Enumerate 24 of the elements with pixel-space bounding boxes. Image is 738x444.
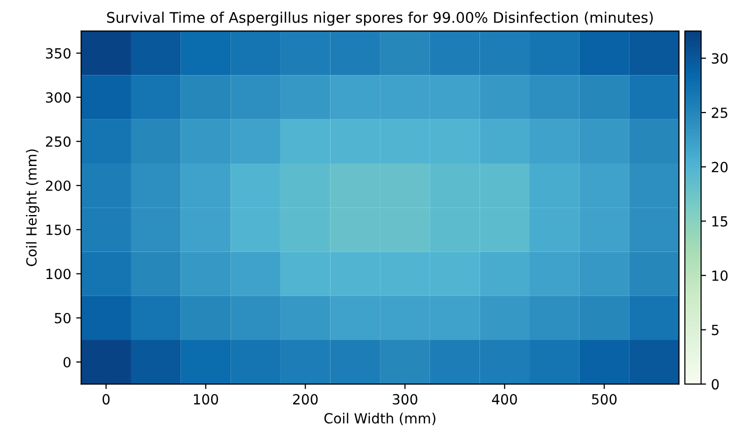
color-bar-label: 5: [712, 324, 718, 336]
x-tick-label: 200: [293, 394, 318, 405]
y-tick-label: 300: [46, 92, 71, 103]
x-tick-label: 100: [194, 394, 218, 405]
x-axis-title: Coil Width (mm): [324, 412, 436, 426]
y-tick-label: 0: [64, 356, 71, 368]
color-bar-label: 20: [712, 162, 728, 172]
x-tick-label: 0: [102, 394, 110, 405]
y-tick-label: 150: [46, 224, 71, 236]
chart-title: Survival Time of Aspergillus niger spores for 99.00% Disinfection (minutes): [107, 12, 653, 26]
y-tick-label: 50: [54, 312, 71, 324]
color-bar-label: 30: [712, 53, 728, 64]
y-tick-label: 350: [46, 48, 71, 59]
y-axis-title: Coil Height (mm): [26, 149, 40, 266]
y-tick-label: 200: [46, 180, 71, 191]
color-bar-label: 25: [712, 108, 728, 118]
x-tick-label: 400: [492, 394, 517, 405]
color-bar-label: 0: [712, 379, 719, 390]
y-tick-label: 250: [46, 136, 71, 147]
y-tick-label: 100: [46, 268, 71, 280]
color-bar-label: 10: [712, 270, 728, 281]
color-bar-label: 15: [712, 216, 728, 227]
x-tick-label: 500: [592, 394, 617, 405]
x-tick-label: 300: [392, 394, 418, 405]
